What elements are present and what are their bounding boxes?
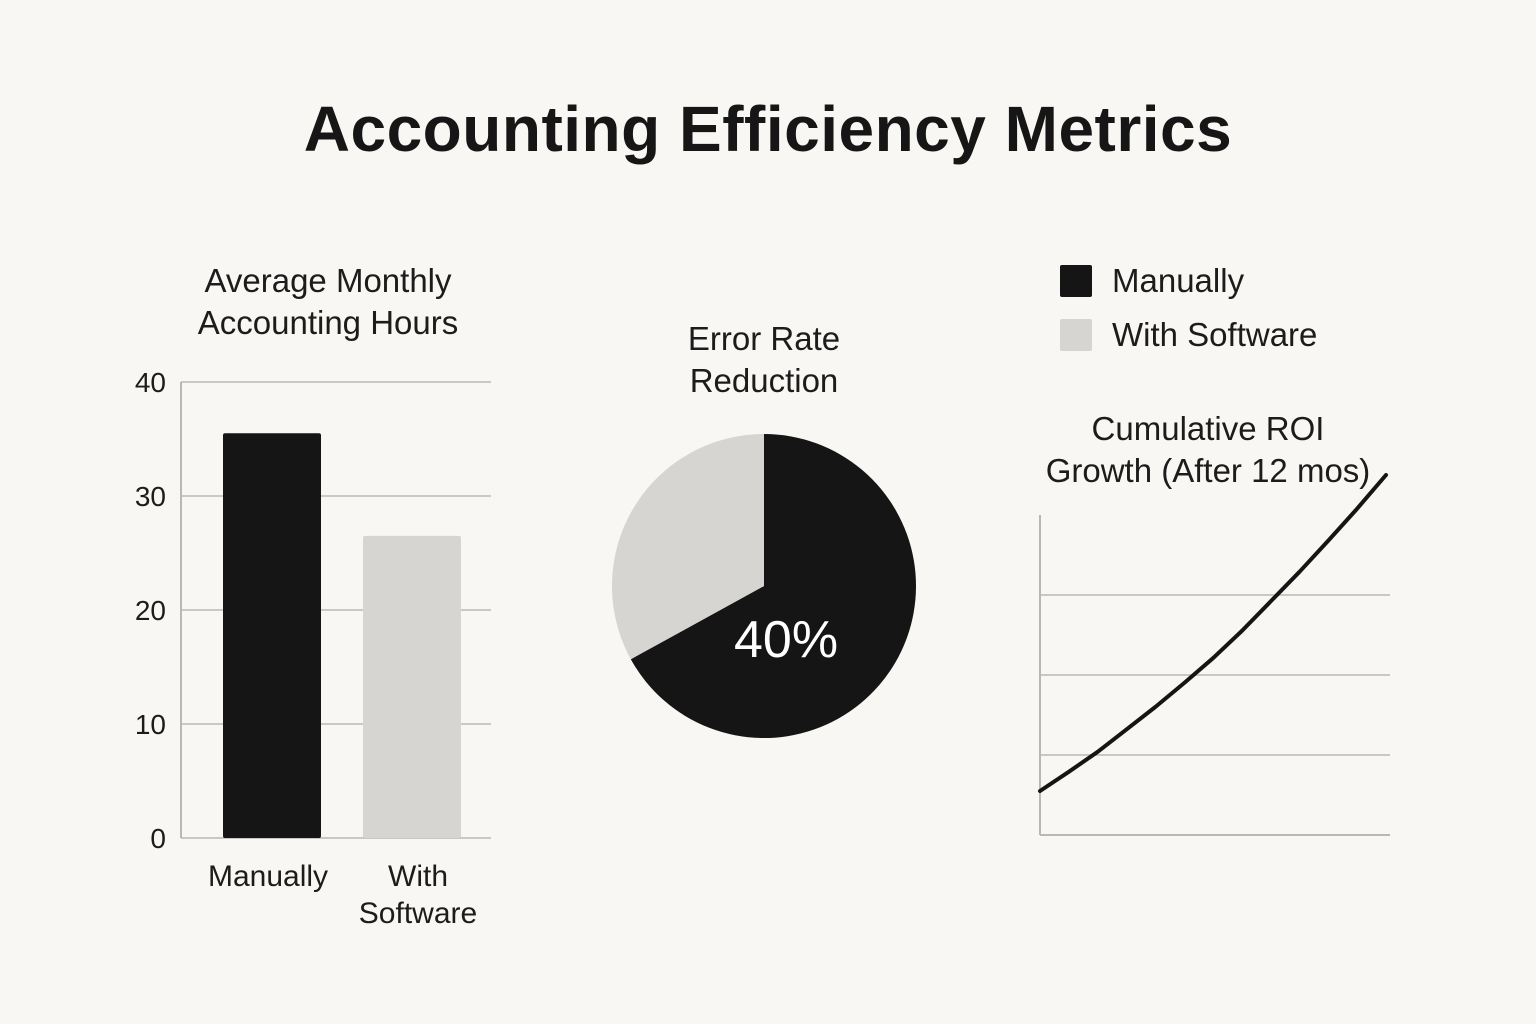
pie-chart-title: Error Rate Reduction (687, 320, 841, 399)
bar-chart-title: Average Monthly Accounting Hours (197, 262, 459, 341)
bar-y-tick-label: 30 (135, 481, 166, 512)
bar-0 (223, 433, 321, 838)
bar-y-tick-label: 40 (135, 367, 166, 398)
pie-percentage-label: 40% (734, 611, 839, 669)
legend-swatch-manually (1060, 265, 1092, 297)
page-title: Accounting Efficiency Metrics (303, 93, 1233, 165)
legend-label: Manually (1112, 262, 1245, 299)
bar-x-tick-label: With (388, 860, 448, 893)
bar-x-tick-label: Software (359, 897, 477, 930)
roi-line (1038, 473, 1388, 793)
bar-1 (363, 535, 461, 838)
legend-label: With Software (1112, 316, 1318, 353)
pie-slice-1 (612, 434, 764, 660)
legend: Manually With Software (1060, 254, 1317, 362)
bar-x-tick-label: Manually (208, 860, 328, 893)
bar-y-tick-label: 20 (135, 595, 166, 626)
bar-y-tick-label: 0 (150, 823, 166, 854)
bar-y-tick-label: 10 (135, 709, 166, 740)
pie-slice-0 (630, 434, 916, 738)
legend-item-manually: Manually (1060, 254, 1317, 308)
legend-swatch-with-software (1060, 319, 1092, 351)
line-chart-title: Cumulative ROI Growth (After 12 mos) (1045, 410, 1371, 489)
legend-item-with-software: With Software (1060, 308, 1317, 362)
